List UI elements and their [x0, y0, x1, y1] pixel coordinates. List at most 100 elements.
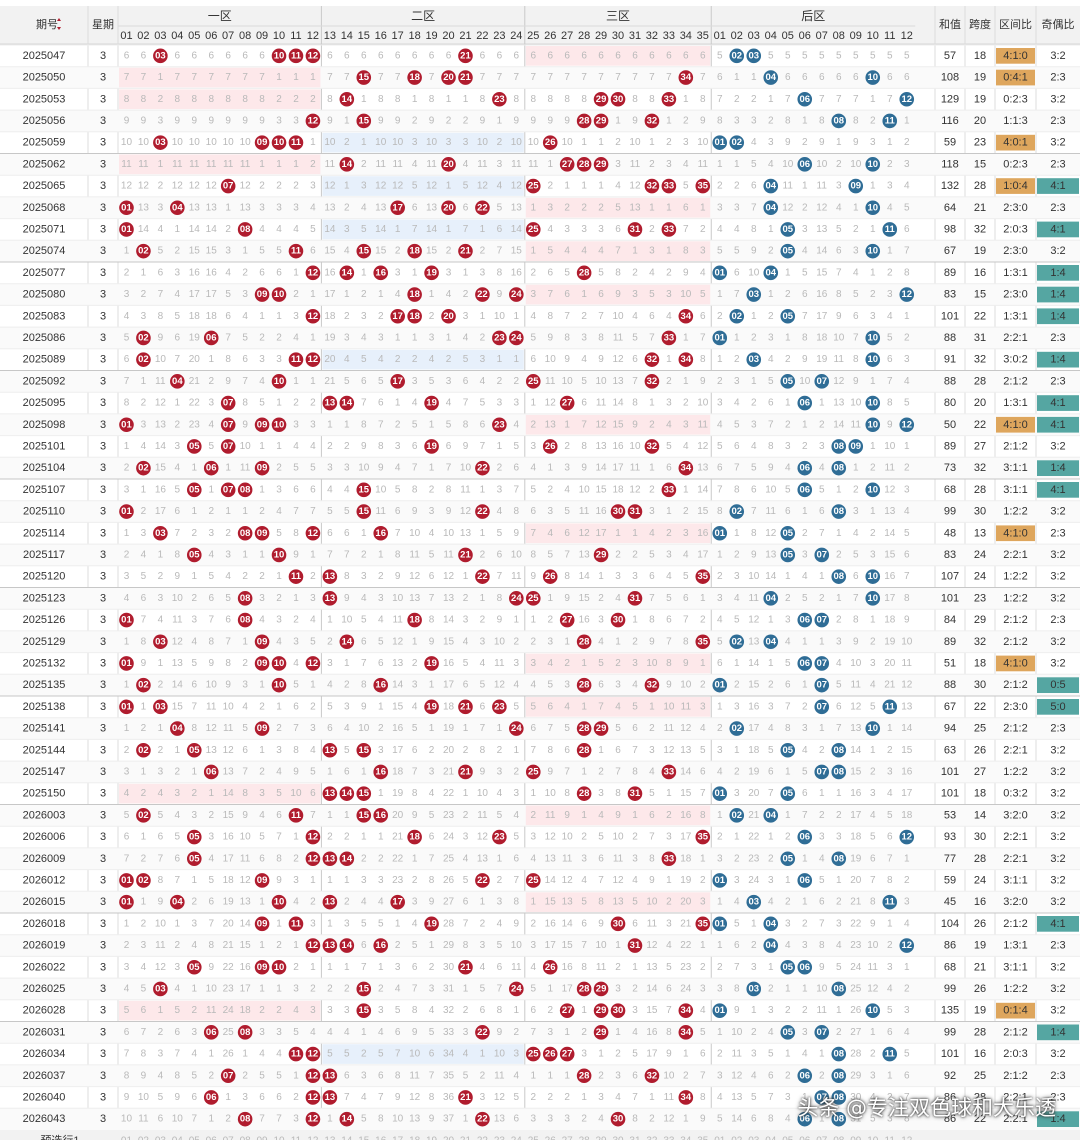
table-row[interactable]: 2025107 3 3 1 16 5 05 1 07 08 1 3 6 6 4 4 15 10 5 8 2 8 11 1 3 7 5… — [0, 478, 1080, 498]
table-row[interactable]: 2026012 3 01 02 8 7 1 5 18 12 09 9 3 1 1 1 3 3 23 2 8 26 5 22 2 7… — [0, 869, 1080, 888]
preselect-front-number[interactable]: 02 — [138, 1135, 150, 1140]
table-row[interactable]: 2025114 3 1 3 03 7 2 3 2 08 09 5 8 12 6 6 1 16 7 10 4 10 13 1 5 9… — [0, 521, 1080, 544]
table-row[interactable]: 2025092 3 7 1 11 04 21 2 9 7 4 10 1 1 21 5 6 5 17 3 5 3 6 4 2 2 25… — [0, 370, 1080, 393]
preselect-back-number[interactable]: 12 — [901, 1135, 913, 1140]
table-row[interactable]: 2025086 3 5 02 9 6 19 06 7 5 2 2 4 1 19 3 4 3 1 1 3 1 4 2 23 24 5 9… — [0, 326, 1080, 349]
preselect-front-number[interactable]: 23 — [494, 1135, 506, 1140]
table-row[interactable]: 2025150 3 4 2 4 3 2 1 14 8 3 5 10 6 13 14 15 1 19 8 4 22 1 10 4 3… — [0, 782, 1080, 804]
table-row[interactable]: 2025095 3 8 2 12 1 22 3 07 8 5 1 2 2 13 14 7 6 1 4 19 4 7 5 3 3 1 1… — [0, 391, 1080, 411]
preselect-front-number[interactable]: 03 — [155, 1135, 167, 1140]
table-row[interactable]: 2025047 3 6 6 03 6 6 6 6 6 6 10 11 12 6 6 6 6 6 6 6 6 21 6 6 6 6 6 6… — [0, 44, 1080, 66]
table-row[interactable]: 2025083 3 4 3 8 5 18 18 6 4 1 1 3 12 18 2 3 2 17 18 2 20 3 1 10 1… — [0, 304, 1080, 325]
preselect-front-number[interactable]: 32 — [646, 1135, 658, 1140]
table-row[interactable]: 2025126 3 01 7 4 11 3 7 6 08 4 3 2 4 1 10 5 4 11 18 8 14 3 2 9 1 1… — [0, 608, 1080, 628]
table-row[interactable]: 2025059 3 10 10 03 10 10 10 10 10 09 10 11 1 10 2 1 10 10 3… — [0, 131, 1080, 153]
preselect-row[interactable]: 预选行1010203040506070809101112131415161718… — [0, 1130, 1080, 1140]
preselect-back-number[interactable]: 02 — [731, 1135, 743, 1140]
table-row[interactable]: 2025056 3 9 9 3 9 9 9 9 9 9 3 3 12 9 1 15 9 9 2 9 2 2 9 1 9 9 9 9 28 2… — [0, 109, 1080, 132]
preselect-back-number[interactable]: 03 — [748, 1135, 760, 1140]
preselect-front-number[interactable]: 01 — [121, 1135, 133, 1140]
preselect-front-number[interactable]: 07 — [223, 1135, 235, 1140]
table-row[interactable]: 2025135 3 1 02 2 14 6 10 9 3 1 10 5 1 4 2 8 16 14 3 1 17 6 5 12 4… — [0, 673, 1080, 696]
preselect-front-number[interactable]: 08 — [240, 1135, 252, 1140]
preselect-front-number[interactable]: 13 — [324, 1135, 336, 1140]
table-row[interactable]: 2025144 3 2 02 2 1 05 13 12 6 1 3 8 4 13 5 15 3 17 6 2 20 2 8 2 1… — [0, 738, 1080, 758]
preselect-front-number[interactable]: 30 — [612, 1135, 624, 1140]
table-row[interactable]: 2025101 3 1 4 14 3 05 5 07 10 1 1 4 4 2 2 9 8 3 6 19 6 9 7 1 5 3 26… — [0, 435, 1080, 454]
preselect-front-number[interactable]: 20 — [443, 1135, 455, 1140]
table-row[interactable]: 2026015 3 01 1 9 04 2 6 19 13 1 10 4 2 13 2 4 4 17 3 9 27 6 1 3 8… — [0, 890, 1080, 913]
preselect-front-number[interactable]: 31 — [629, 1135, 641, 1140]
table-row[interactable]: 2026034 3 7 8 3 7 4 1 26 1 4 4 11 12 5 5 2 5 7 10 6 34 4 1 10 3 25… — [0, 1042, 1080, 1064]
preselect-front-number[interactable]: 06 — [206, 1135, 218, 1140]
preselect-front-number[interactable]: 04 — [172, 1135, 184, 1140]
table-row[interactable]: 2025132 3 01 9 1 13 5 9 8 2 09 10 4 12 3 1 7 6 13 2 19 16 5 4 11… — [0, 652, 1080, 674]
preselect-back-number[interactable]: 08 — [833, 1135, 845, 1140]
preselect-front-number[interactable]: 28 — [579, 1135, 591, 1140]
preselect-front-number[interactable]: 24 — [511, 1135, 523, 1140]
table-row[interactable]: 2025129 3 1 8 03 12 4 8 7 1 09 4 3 5 2 14 6 5 12 1 9 15 4 3 10 2 2… — [0, 630, 1080, 653]
table-row[interactable]: 2025141 3 1 2 1 04 8 12 11 5 09 2 7 3 6 4 10 2 16 5 1 19 1 7 1 24… — [0, 717, 1080, 740]
table-row[interactable]: 2025147 3 3 1 3 2 1 06 13 7 2 4 9 5 1 6 1 16 18 7 3 21 21 9 3 2 25… — [0, 760, 1080, 783]
table-row[interactable]: 2026037 3 8 9 4 8 5 2 07 2 5 5 1 12 13 6 3 6 8 11 7 35 5 2 11 4 1 1… — [0, 1064, 1080, 1087]
table-row[interactable]: 2026043 3 10 11 6 10 7 1 2 08 7 7 3 12 1 14 5 8 10 13 9 37 1 22… — [0, 1107, 1080, 1130]
table-row[interactable]: 2025050 3 7 7 1 7 7 7 7 7 7 1 1 1 7 7 15 7 7 18 7 20 21 7 7 7 7 7 7 7… — [0, 66, 1080, 89]
table-row[interactable]: 2025080 3 3 2 7 4 17 17 5 3 09 10 2 1 17 1 2 1 4 18 1 4 2 22 9 24… — [0, 283, 1080, 306]
table-row[interactable]: 2025068 3 01 13 3 04 13 13 1 13 3 3 3 4 13 2 4 13 17 6 13 20 6… — [0, 196, 1080, 219]
preselect-front-number[interactable]: 14 — [341, 1135, 353, 1140]
table-row[interactable]: 2025123 3 4 6 3 10 2 6 5 08 3 2 1 3 13 9 4 3 10 13 7 13 2 1 8 24 2… — [0, 587, 1080, 610]
table-row[interactable]: 2026018 3 1 2 10 1 3 7 20 14 09 1 11 3 1 3 5 5 1 4 19 28 7 2 4 9 2… — [0, 912, 1080, 932]
table-row[interactable]: 2025117 3 2 4 1 8 05 4 3 1 1 10 9 1 7 7 2 1 8 11 5 11 21 2 6 10 8 5… — [0, 543, 1080, 566]
table-row[interactable]: 2025053 3 8 8 2 8 8 8 8 8 8 2 2 2 8 14 1 8 8 1 8 1 1 8 23 8 8 8 8 8 29… — [0, 87, 1080, 110]
table-row[interactable]: 2025074 3 1 02 5 2 15 15 3 1 5 5 11 6 15 4 15 15 2 18 15 2 21 2… — [0, 239, 1080, 262]
table-row[interactable]: 2025071 3 01 14 4 1 14 14 2 08 4 4 4 5 14 3 5 14 1 7 14 1 7 1 6 1… — [0, 218, 1080, 240]
table-row[interactable]: 2026006 3 6 1 6 5 05 3 16 10 5 7 1 12 2 2 1 1 21 18 6 24 3 12 23… — [0, 825, 1080, 845]
preselect-front-number[interactable]: 05 — [189, 1135, 201, 1140]
preselect-back-number[interactable]: 04 — [765, 1135, 777, 1140]
table-row[interactable]: 2025120 3 3 5 2 9 1 5 4 2 2 1 11 2 13 8 3 2 9 12 6 12 1 22 7 11 9 2… — [0, 565, 1080, 584]
preselect-front-number[interactable]: 10 — [273, 1135, 285, 1140]
preselect-back-number[interactable]: 06 — [799, 1135, 811, 1140]
preselect-front-number[interactable]: 35 — [697, 1135, 709, 1140]
table-row[interactable]: 2025104 3 2 02 15 4 1 06 1 11 09 2 5 5 3 3 10 9 4 7 1 7 10 22 2 6… — [0, 456, 1080, 479]
preselect-front-number[interactable]: 33 — [663, 1135, 675, 1140]
preselect-back-number[interactable]: 11 — [885, 1135, 896, 1140]
table-row[interactable]: 2026031 3 6 7 2 6 3 06 25 08 3 3 5 4 4 4 1 4 6 9 5 33 3 22 9 2 7 3 1… — [0, 1021, 1080, 1044]
preselect-front-number[interactable]: 19 — [426, 1135, 438, 1140]
preselect-front-number[interactable]: 17 — [392, 1135, 404, 1140]
table-row[interactable]: 2026019 3 2 3 11 2 4 8 21 15 1 2 1 12 13 14 6 16 2 5 1 29 8 3 5 1… — [0, 934, 1080, 957]
table-row[interactable]: 2026025 3 4 5 03 4 1 10 23 17 1 1 3 2 2 2 15 2 4 7 3 31 1 5 7 24 5… — [0, 977, 1080, 1000]
table-row[interactable]: 2025062 3 11 11 1 11 11 11 11 11 1 1 1 2 11 14 2 11 11 4 11 2… — [0, 153, 1080, 176]
table-row[interactable]: 2026003 3 5 02 5 4 3 2 15 9 4 6 11 7 1 1 15 16 20 9 5 23 2 11 5 4… — [0, 804, 1080, 827]
header-period[interactable]: 期号 — [36, 18, 58, 31]
preselect-front-number[interactable]: 11 — [291, 1135, 302, 1140]
preselect-front-number[interactable]: 26 — [545, 1135, 557, 1140]
table-row[interactable]: 2025089 3 6 02 10 7 20 1 8 6 3 3 11 12 20 4 5 4 2 2 4 2 5 3 1 1 6 1… — [0, 348, 1080, 370]
preselect-back-number[interactable]: 09 — [850, 1135, 862, 1140]
table-row[interactable]: 2026028 3 5 6 1 5 2 11 24 18 2 2 4 3 3 3 15 3 5 8 4 32 2 6 8 1 6 2 2… — [0, 999, 1080, 1021]
preselect-front-number[interactable]: 34 — [680, 1135, 692, 1140]
table-row[interactable]: 2026022 3 3 4 12 3 05 9 22 16 09 10 2 1 1 1 7 1 3 6 2 30 21 4 6 1… — [0, 955, 1080, 975]
preselect-front-number[interactable]: 18 — [409, 1135, 421, 1140]
table-row[interactable]: 2025098 3 01 3 13 2 23 4 07 9 09 10 3 3 1 1 8 7 2 5 1 5 8 6 23 4 2… — [0, 413, 1080, 436]
preselect-front-number[interactable]: 09 — [257, 1135, 269, 1140]
table-row[interactable]: 2026040 3 9 10 5 9 6 06 1 3 6 6 2 12 13 7 4 7 9 12 8 36 21 3 12 5… — [0, 1086, 1080, 1105]
preselect-front-number[interactable]: 29 — [596, 1135, 608, 1140]
preselect-front-number[interactable]: 27 — [562, 1135, 574, 1140]
table-row[interactable]: 2025138 3 01 1 03 15 7 11 10 4 2 1 6 2 5 3 9 1 15 4 19 18 21 6 2… — [0, 695, 1080, 717]
preselect-back-number[interactable]: 05 — [782, 1135, 794, 1140]
preselect-front-number[interactable]: 12 — [307, 1135, 319, 1140]
table-row[interactable]: 2025065 3 12 12 2 12 12 12 07 12 2 2 2 3 12 1 3 12 12 5 12 1 5… — [0, 174, 1080, 196]
table-row[interactable]: 2026009 3 7 2 7 6 05 4 17 11 6 8 2 12 13 14 2 2 22 1 7 25 4 13 1… — [0, 847, 1080, 870]
preselect-front-number[interactable]: 21 — [460, 1135, 472, 1140]
table-row[interactable]: 2025077 3 2 1 6 3 16 16 4 2 6 6 1 12 16 14 1 16 3 1 19 3 1 3 8 16… — [0, 261, 1080, 281]
preselect-front-number[interactable]: 22 — [477, 1135, 489, 1140]
table-row[interactable]: 2025110 3 01 2 17 6 1 2 1 1 2 4 7 7 5 5 15 11 6 9 3 9 12 22 4 8 6 3… — [0, 500, 1080, 523]
sort-arrows-icon[interactable] — [57, 18, 61, 30]
preselect-front-number[interactable]: 25 — [528, 1135, 540, 1140]
preselect-front-number[interactable]: 15 — [358, 1135, 370, 1140]
preselect-back-number[interactable]: 10 — [867, 1135, 879, 1140]
preselect-back-number[interactable]: 07 — [816, 1135, 828, 1140]
preselect-back-number[interactable]: 01 — [714, 1135, 726, 1140]
preselect-front-number[interactable]: 16 — [375, 1135, 387, 1140]
